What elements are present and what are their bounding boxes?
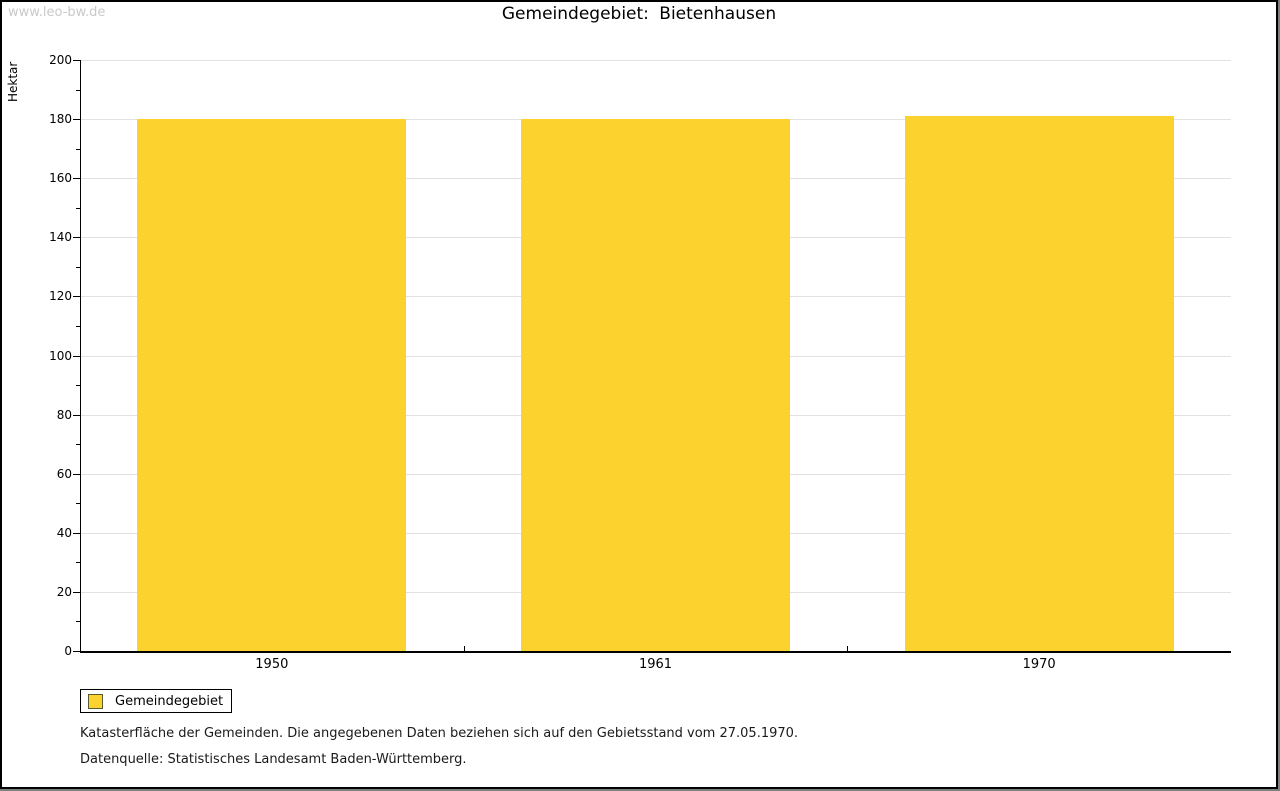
y-major-tick-80 [73, 414, 80, 416]
legend: Gemeindegebiet [80, 689, 232, 713]
gridline-200 [80, 60, 1231, 61]
y-major-tick-160 [73, 178, 80, 180]
y-tick-label-0: 0 [64, 644, 72, 658]
y-tick-label-80: 80 [56, 407, 72, 422]
y-major-tick-100 [73, 355, 80, 357]
y-major-tick-0 [73, 651, 80, 652]
y-tick-label-180: 180 [49, 112, 72, 127]
x-tick-label-1970: 1970 [1022, 657, 1056, 672]
watermark-url: www.leo-bw.de [8, 5, 106, 20]
y-tick-label-20: 20 [56, 584, 72, 599]
legend-swatch-gemeindegebiet [88, 693, 103, 709]
y-tick-label-200: 200 [49, 53, 72, 67]
x-tick-label-1950: 1950 [255, 657, 289, 672]
y-tick-label-60: 60 [56, 466, 72, 481]
y-minor-tick-90 [76, 385, 80, 387]
x-tick-label-1961: 1961 [638, 657, 673, 672]
y-tick-label-120: 120 [49, 289, 72, 304]
bar-1950 [137, 119, 407, 651]
y-tick-label-160: 160 [49, 171, 72, 186]
footnote-description: Katasterfläche der Gemeinden. Die angege… [80, 726, 799, 741]
y-tick-label-100: 100 [49, 348, 72, 363]
x-axis-line [80, 651, 1231, 653]
bar-1970 [904, 116, 1174, 651]
y-tick-label-40: 40 [56, 525, 72, 540]
y-major-tick-120 [73, 296, 80, 298]
x-boundary-tick-2 [847, 646, 849, 651]
y-minor-tick-150 [76, 207, 80, 209]
y-minor-tick-130 [76, 266, 80, 268]
y-major-tick-60 [73, 473, 80, 475]
y-minor-tick-10 [76, 621, 80, 623]
chart-title: Gemeindegebiet: Bietenhausen [501, 4, 777, 24]
footnote-datasource: Datenquelle: Statistisches Landesamt Bad… [80, 752, 467, 767]
legend-label: Gemeindegebiet [115, 693, 224, 709]
y-major-tick-180 [73, 119, 80, 121]
y-minor-tick-110 [76, 325, 80, 327]
y-minor-tick-70 [76, 444, 80, 446]
y-minor-tick-190 [76, 89, 80, 91]
y-axis-line [80, 60, 81, 653]
y-minor-tick-50 [76, 503, 80, 505]
y-major-tick-40 [73, 532, 80, 534]
y-tick-label-140: 140 [49, 230, 72, 245]
y-major-tick-200 [73, 60, 80, 61]
y-major-tick-20 [73, 591, 80, 593]
y-minor-tick-170 [76, 148, 80, 150]
bar-1961 [521, 119, 790, 651]
y-minor-tick-30 [76, 562, 80, 564]
x-boundary-tick-1 [463, 646, 465, 651]
y-major-tick-140 [73, 237, 80, 239]
